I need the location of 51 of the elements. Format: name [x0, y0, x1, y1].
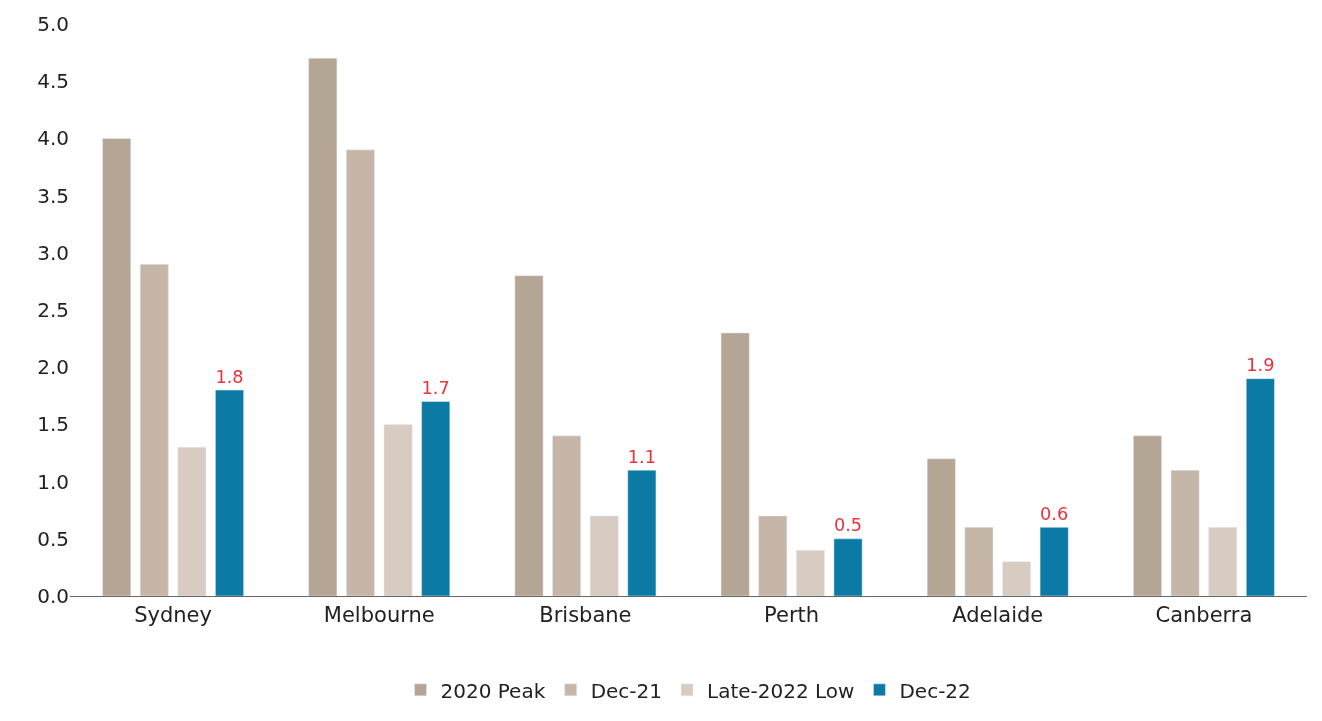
x-tick-label: Canberra — [1155, 603, 1253, 628]
bar — [177, 447, 207, 596]
y-tick-label: 4.5 — [37, 69, 69, 94]
y-tick-label: 5.0 — [37, 12, 69, 36]
bar — [796, 549, 825, 596]
bar — [833, 538, 863, 596]
bar — [308, 58, 338, 596]
data-label: 1.8 — [215, 366, 244, 387]
bar — [102, 138, 131, 596]
bar — [1133, 435, 1162, 596]
legend-label: Late-2022 Low — [707, 678, 855, 703]
bar — [552, 435, 581, 596]
data-label: 1.7 — [421, 378, 450, 399]
bar — [1039, 527, 1069, 596]
data-label: 1.1 — [627, 446, 656, 467]
bar — [1170, 469, 1200, 596]
legend-label: 2020 Peak — [440, 678, 546, 703]
bar — [758, 515, 788, 596]
bar — [964, 527, 994, 596]
y-tick-label: 2.5 — [37, 298, 69, 322]
bar — [139, 263, 169, 596]
x-tick-label: Perth — [764, 603, 820, 628]
y-tick-label: 3.0 — [37, 240, 69, 265]
data-label: 0.6 — [1040, 503, 1069, 524]
bar — [1002, 561, 1031, 596]
bar — [926, 458, 956, 596]
x-tick-label: Sydney — [134, 603, 212, 628]
bar — [346, 149, 375, 596]
bar — [627, 469, 657, 596]
y-tick-label: 4.0 — [37, 126, 69, 151]
x-tick-label: Brisbane — [539, 603, 632, 628]
legend-label: Dec-22 — [899, 678, 971, 703]
bar — [383, 424, 413, 596]
y-tick-label: 0.0 — [37, 584, 69, 608]
bar — [1246, 378, 1275, 596]
data-label: 1.9 — [1246, 355, 1275, 376]
y-tick-label: 3.5 — [37, 183, 69, 208]
legend-label: Dec-21 — [590, 678, 663, 703]
bar — [1208, 527, 1238, 596]
bar — [421, 401, 451, 596]
data-label: 0.5 — [833, 515, 863, 536]
y-tick-label: 1.0 — [37, 469, 69, 494]
x-tick-label: Melbourne — [323, 603, 435, 628]
y-tick-label: 2.0 — [37, 355, 69, 380]
bar — [589, 515, 619, 596]
bar — [720, 332, 750, 596]
x-tick-label: Adelaide — [952, 603, 1044, 628]
y-tick-label: 0.5 — [37, 526, 69, 551]
bar — [215, 389, 244, 596]
bar — [514, 275, 544, 596]
y-tick-label: 1.5 — [37, 412, 69, 437]
